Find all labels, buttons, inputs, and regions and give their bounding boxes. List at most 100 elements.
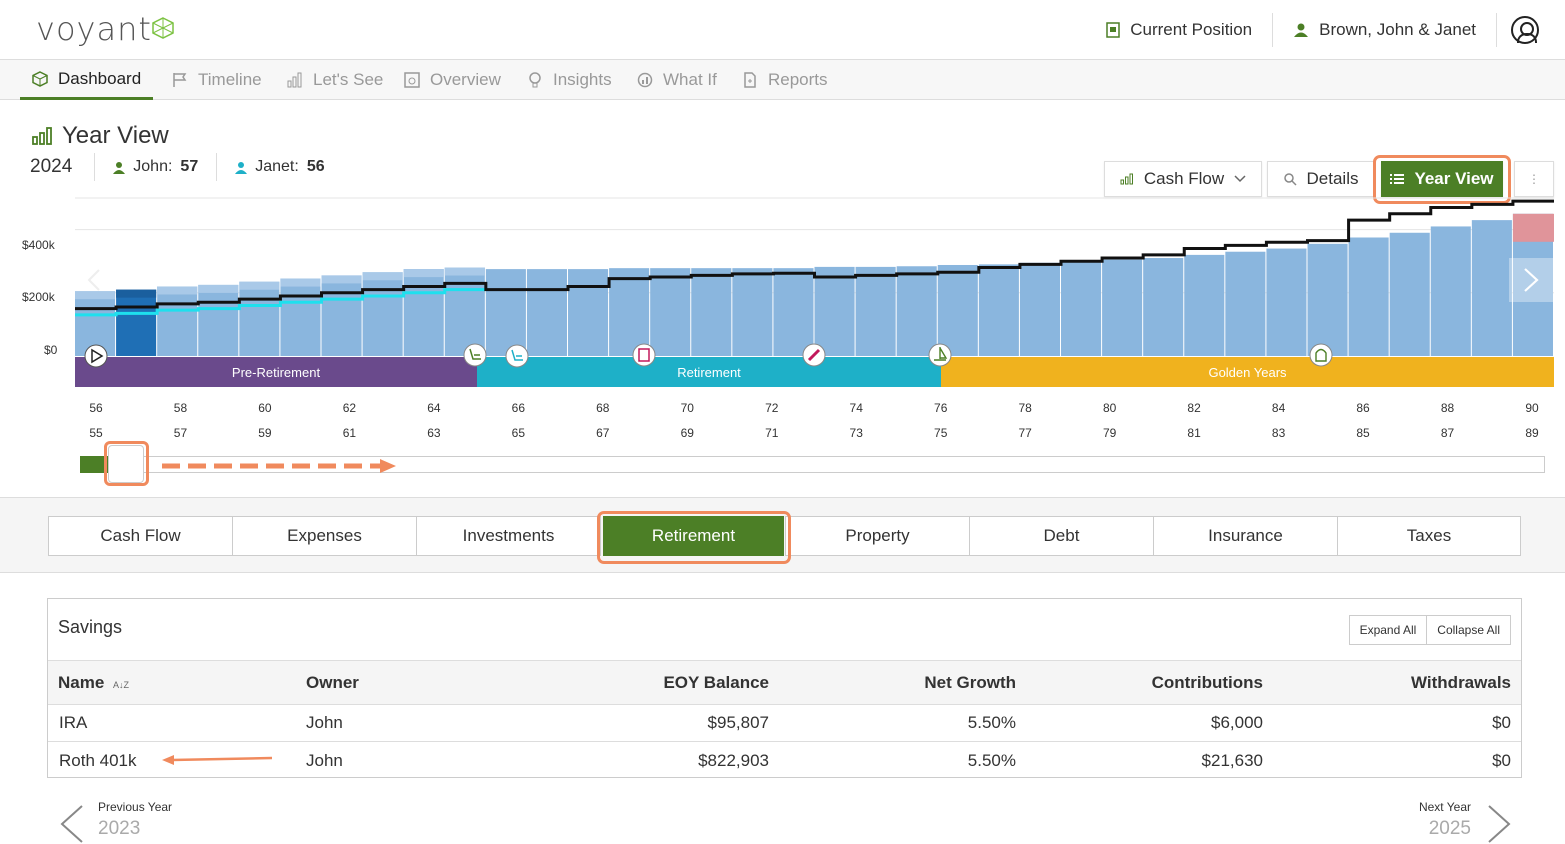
expand-all-button[interactable]: Expand All xyxy=(1348,615,1428,645)
chart-bar[interactable] xyxy=(1389,232,1430,356)
chart-bar[interactable] xyxy=(855,266,896,356)
tab-insurance[interactable]: Insurance xyxy=(1153,516,1338,556)
chevron-down-icon xyxy=(1234,175,1246,183)
year-view-button[interactable]: Year View xyxy=(1381,161,1503,197)
retirement-chair-icon[interactable] xyxy=(505,344,529,368)
play-icon[interactable] xyxy=(84,344,108,368)
nav-insights[interactable]: Insights xyxy=(527,60,612,100)
chart-bar[interactable] xyxy=(568,269,609,356)
chart-bar-cap xyxy=(239,281,280,290)
nav-reports[interactable]: Reports xyxy=(742,60,828,100)
chart-bar[interactable] xyxy=(1266,248,1307,356)
chart-bar[interactable] xyxy=(485,269,526,356)
chart-bar[interactable] xyxy=(1307,243,1348,356)
chart-bar[interactable] xyxy=(1471,220,1512,356)
age-label: 71 xyxy=(765,426,779,440)
retirement-chair-icon[interactable] xyxy=(463,343,487,367)
chart-bar[interactable] xyxy=(814,266,855,356)
chart-bar[interactable] xyxy=(239,281,280,356)
chart-bar[interactable] xyxy=(526,269,567,356)
chart-bar-cap xyxy=(280,278,321,287)
medical-icon[interactable] xyxy=(802,343,826,367)
chart-prev-icon[interactable] xyxy=(86,268,102,292)
client-selector[interactable]: Brown, John & Janet xyxy=(1273,14,1496,46)
book-icon[interactable] xyxy=(632,343,656,367)
nav-label: Insights xyxy=(553,70,612,89)
age-label: 57 xyxy=(173,426,188,440)
tab-cash-flow[interactable]: Cash Flow xyxy=(48,516,233,556)
chart-bar[interactable] xyxy=(937,264,978,356)
nav-lets-see[interactable]: Let's See xyxy=(287,60,383,100)
chart-bar[interactable] xyxy=(609,268,650,356)
search-icon xyxy=(1283,172,1297,186)
chart-bar[interactable] xyxy=(1184,254,1225,356)
chart-bar[interactable] xyxy=(1061,261,1102,356)
tab-expenses[interactable]: Expenses xyxy=(232,516,417,556)
sort-az-icon[interactable]: A↓Z xyxy=(113,679,130,690)
tab-property[interactable]: Property xyxy=(785,516,970,556)
divider xyxy=(1272,13,1274,47)
person-age: 56 xyxy=(306,158,325,175)
chart-bar[interactable] xyxy=(732,268,773,356)
timeline-slider-handle[interactable] xyxy=(108,445,144,483)
column-header-withdrawals: Withdrawals xyxy=(1411,672,1511,692)
tombstone-icon[interactable] xyxy=(1309,343,1333,367)
person-icon xyxy=(235,161,248,174)
tab-taxes[interactable]: Taxes xyxy=(1337,516,1521,556)
page-title: Year View xyxy=(62,122,169,149)
shortfall-bar xyxy=(1512,213,1554,242)
chart-bar[interactable] xyxy=(1430,226,1471,356)
chart-bar-cap xyxy=(403,269,444,278)
user-account-icon[interactable] xyxy=(1511,16,1539,44)
tab-retirement[interactable]: Retirement xyxy=(603,516,784,556)
timeline-slider-fill xyxy=(80,456,110,473)
nav-timeline[interactable]: Timeline xyxy=(172,60,262,100)
chart-bar[interactable] xyxy=(1019,262,1060,356)
account-owner: John xyxy=(306,750,343,770)
age-label: 73 xyxy=(849,426,863,440)
chart-bar[interactable] xyxy=(280,278,321,356)
chart-bar[interactable] xyxy=(198,284,239,356)
chart-bar[interactable] xyxy=(1102,259,1143,356)
tab-investments[interactable]: Investments xyxy=(416,516,601,556)
column-header-name[interactable]: Name A↓Z xyxy=(58,673,129,693)
collapse-all-button[interactable]: Collapse All xyxy=(1427,615,1511,645)
previous-year-button[interactable]: Previous Year 2023 xyxy=(56,800,226,843)
current-position-button[interactable]: Current Position xyxy=(1086,14,1272,46)
chart-bar[interactable] xyxy=(116,289,157,356)
chart-bar[interactable] xyxy=(1348,237,1389,357)
tab-debt[interactable]: Debt xyxy=(969,516,1154,556)
category-tabs: Cash Flow Expenses Investments Retiremen… xyxy=(0,497,1565,573)
chart-bar[interactable] xyxy=(1225,251,1266,356)
nav-dashboard[interactable]: Dashboard xyxy=(20,60,154,100)
next-year-button[interactable]: Next Year 2025 xyxy=(1390,800,1515,843)
chart-next-button[interactable] xyxy=(1509,258,1553,302)
client-name: Brown, John & Janet xyxy=(1319,20,1476,39)
nav-label: Reports xyxy=(768,70,828,89)
age-label: 72 xyxy=(765,401,779,415)
chart-bar-cap xyxy=(75,291,116,300)
slider-highlight xyxy=(104,441,149,486)
sailboat-icon[interactable] xyxy=(928,343,952,367)
chart-bar[interactable] xyxy=(157,286,198,356)
table-row[interactable]: IRA John $95,807 5.50% $6,000 $0 xyxy=(48,705,1521,742)
more-options-button[interactable]: ⋮ xyxy=(1514,161,1554,197)
chart-bar[interactable] xyxy=(1143,258,1184,356)
cash-flow-dropdown[interactable]: Cash Flow xyxy=(1104,161,1262,197)
chart-bar[interactable] xyxy=(403,269,444,356)
contributions: $6,000 xyxy=(1211,713,1263,732)
chart-bar[interactable] xyxy=(773,268,814,356)
chart-bar[interactable] xyxy=(650,268,691,356)
age-label: 84 xyxy=(1271,401,1286,415)
details-button[interactable]: Details xyxy=(1267,161,1375,197)
chart-bar[interactable] xyxy=(896,266,937,356)
table-row[interactable]: Roth 401k John $822,903 5.50% $21,630 $0 xyxy=(48,742,1521,779)
chart-bar[interactable] xyxy=(978,264,1019,356)
chart-bar[interactable] xyxy=(362,272,403,356)
nav-what-if[interactable]: What If xyxy=(637,60,717,100)
year-view-label: Year View xyxy=(1414,169,1494,188)
nav-overview[interactable]: Overview xyxy=(404,60,501,100)
chart-bar[interactable] xyxy=(321,275,362,356)
age-label: 68 xyxy=(596,401,610,415)
chart-bar[interactable] xyxy=(691,268,732,356)
